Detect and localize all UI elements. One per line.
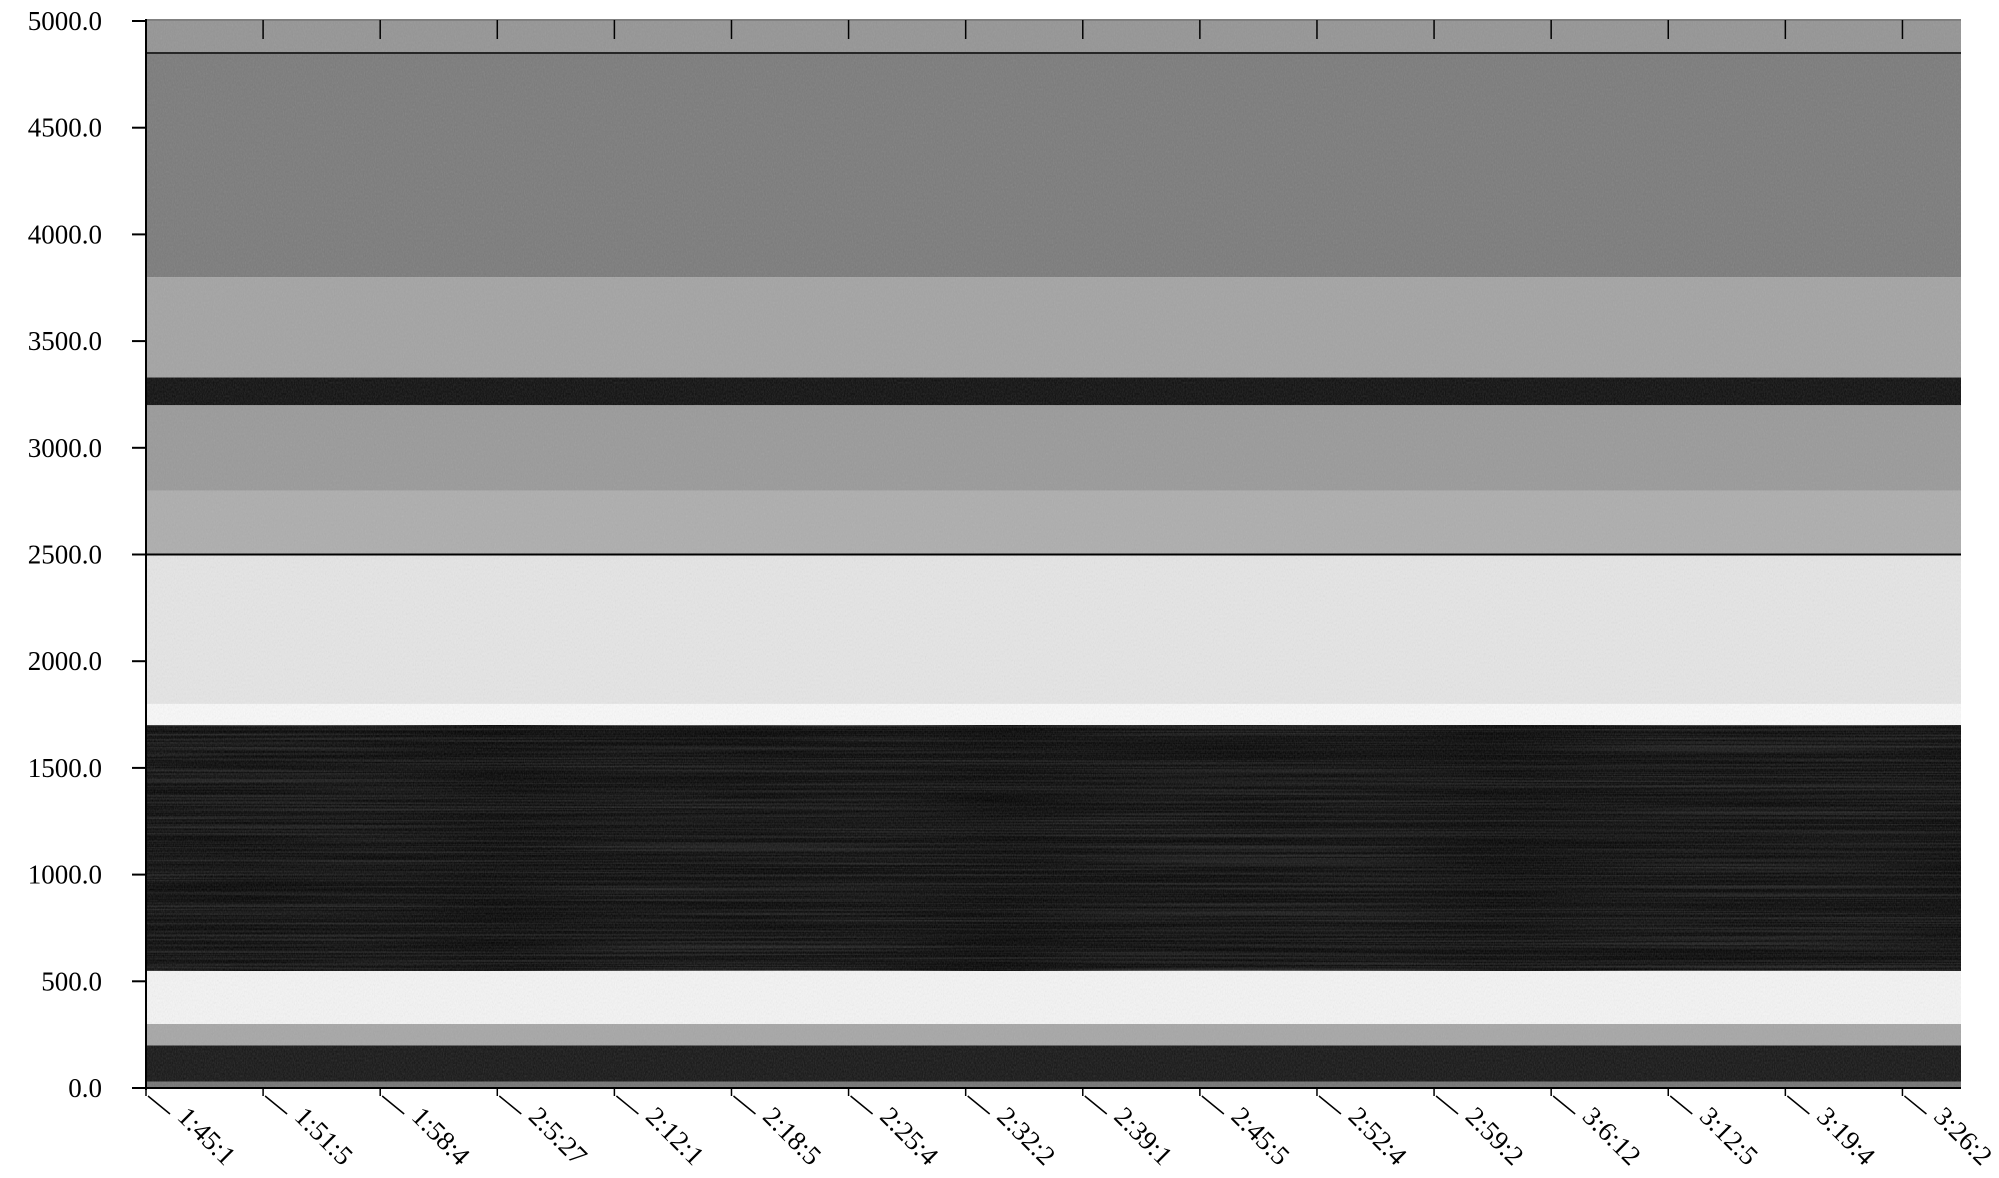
- x-tick-leader: [1318, 1095, 1342, 1115]
- x-tick-label: 3:6:12: [1577, 1101, 1647, 1171]
- x-tick-leader: [1435, 1095, 1459, 1115]
- x-tick-label: 2:45:5: [1226, 1101, 1296, 1171]
- x-tick-leader: [147, 1095, 171, 1115]
- y-tick-label: 1500.0: [28, 753, 102, 783]
- x-tick-label: 2:12:1: [640, 1101, 710, 1171]
- x-tick-leader: [264, 1095, 288, 1115]
- x-tick-label: 2:32:2: [991, 1101, 1061, 1171]
- x-tick-leader: [733, 1095, 756, 1115]
- x-tick-label: 1:45:1: [172, 1101, 242, 1171]
- y-tick-label: 500.0: [41, 966, 102, 996]
- x-tick-label: 2:5:27: [523, 1101, 593, 1171]
- y-tick-label: 0.0: [68, 1073, 102, 1103]
- x-tick-label: 3:26:2: [1928, 1101, 1998, 1171]
- x-tick-label: 1:51:5: [289, 1101, 359, 1171]
- x-tick-leader: [1786, 1095, 1810, 1115]
- y-tick-label: 2000.0: [28, 646, 102, 676]
- heatmap-area: [146, 21, 1961, 1088]
- x-tick-leader: [967, 1095, 991, 1115]
- x-tick-leader: [498, 1095, 522, 1115]
- y-tick-label: 2500.0: [28, 540, 102, 570]
- x-tick-leader: [615, 1095, 639, 1115]
- x-tick-label: 2:25:4: [874, 1101, 944, 1171]
- x-tick-leader: [850, 1095, 874, 1115]
- x-tick-label: 2:39:1: [1109, 1101, 1179, 1171]
- x-tick-leader: [1903, 1095, 1927, 1115]
- x-tick-label: 1:58:4: [406, 1101, 476, 1171]
- x-tick-label: 3:19:4: [1811, 1101, 1881, 1171]
- x-tick-leader: [1201, 1095, 1225, 1115]
- x-tick-label: 3:12:5: [1694, 1101, 1764, 1171]
- x-tick-leader: [1669, 1095, 1693, 1115]
- y-tick-label: 3500.0: [28, 326, 102, 356]
- y-tick-label: 5000.0: [28, 6, 102, 36]
- y-tick-label: 4500.0: [28, 113, 102, 143]
- x-tick-label: 2:59:2: [1460, 1101, 1530, 1171]
- y-tick-label: 3000.0: [28, 433, 102, 463]
- x-tick-label: 2:18:5: [757, 1101, 827, 1171]
- x-tick-leader: [381, 1095, 405, 1115]
- y-axis-ticks: 0.0 500.0 1000.0 1500.0 2000.0 2500.0 3000.0 35…: [28, 6, 146, 1103]
- x-tick-leader: [1552, 1095, 1576, 1115]
- x-tick-label: 2:52:4: [1343, 1101, 1413, 1171]
- y-tick-label: 1000.0: [28, 860, 102, 890]
- x-tick-leader: [1084, 1095, 1108, 1115]
- y-tick-label: 4000.0: [28, 219, 102, 249]
